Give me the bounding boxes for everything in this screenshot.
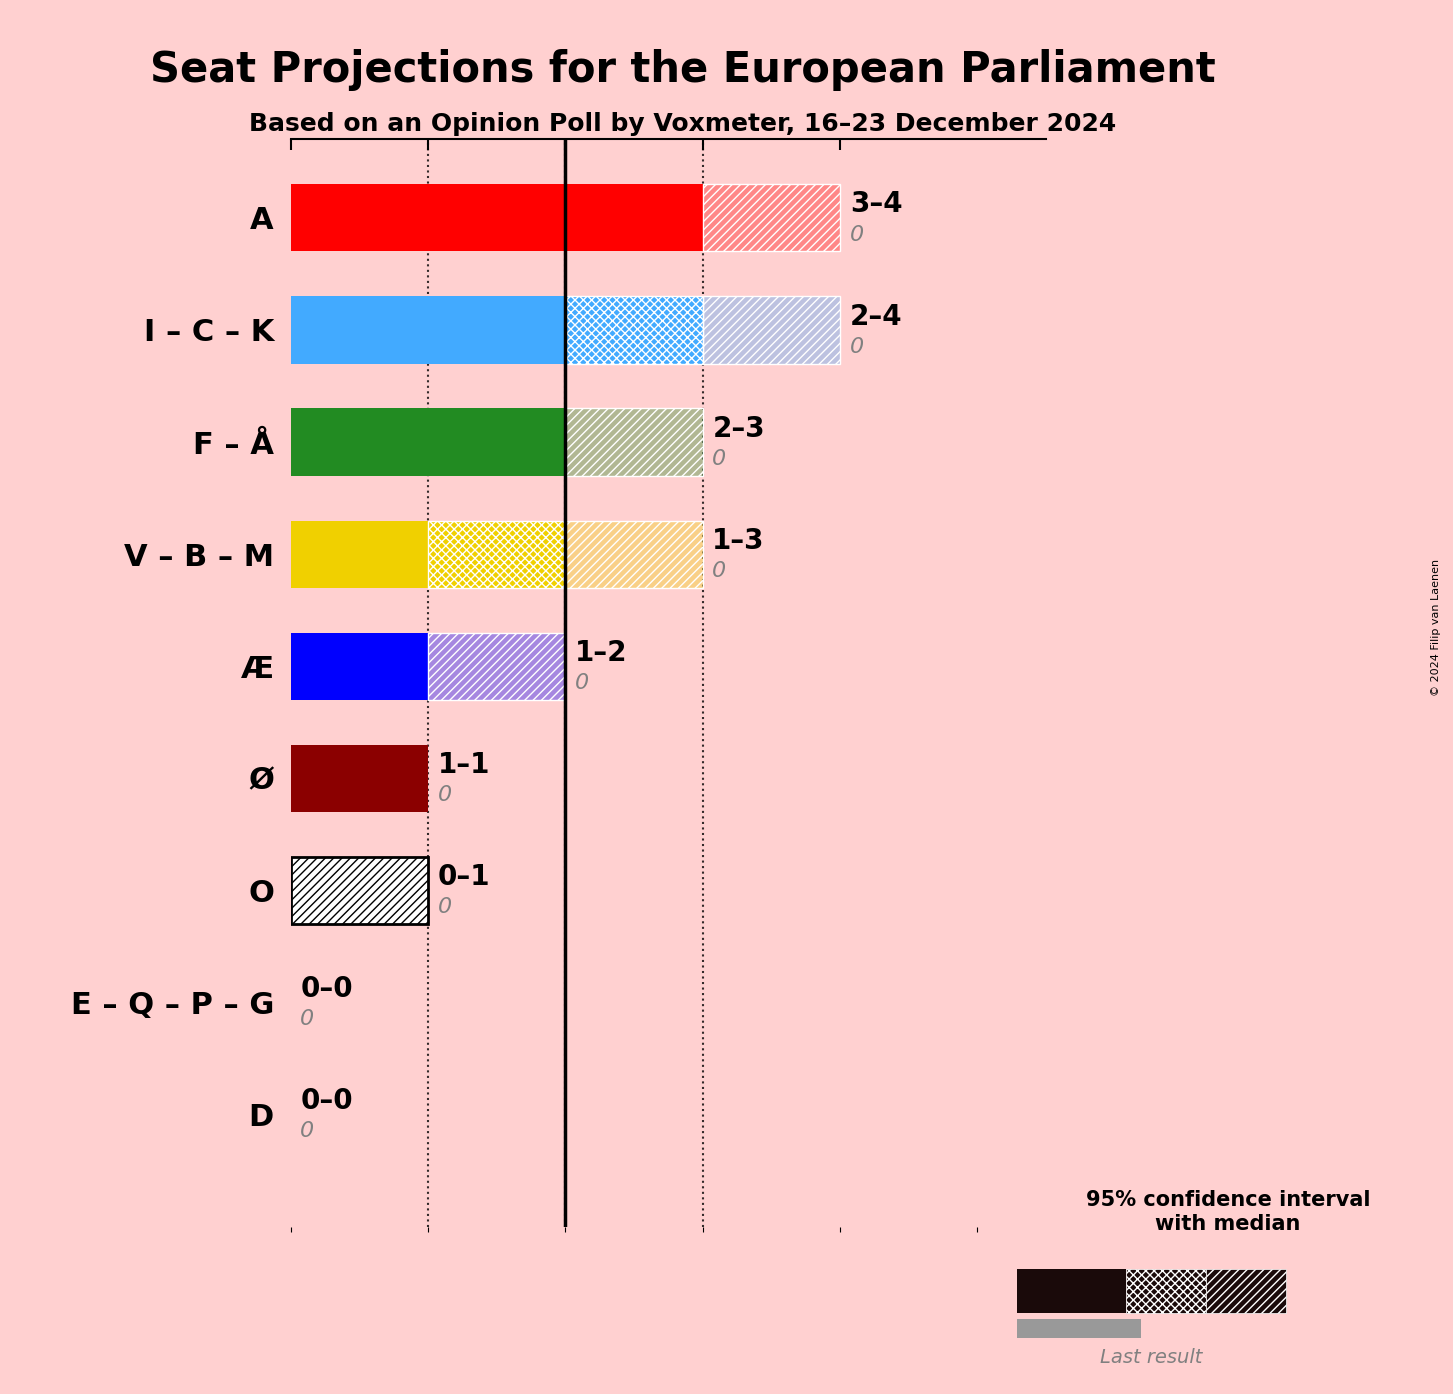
Bar <box>565 297 703 364</box>
Text: 95% confidence interval
with median: 95% confidence interval with median <box>1085 1190 1370 1234</box>
Bar <box>291 297 565 364</box>
Text: 0: 0 <box>437 785 452 806</box>
Bar <box>565 408 703 475</box>
Bar <box>291 633 429 700</box>
Text: Seat Projections for the European Parliament: Seat Projections for the European Parlia… <box>150 49 1216 91</box>
Bar <box>703 297 840 364</box>
Text: 0: 0 <box>301 1121 314 1142</box>
Text: 0: 0 <box>712 560 726 581</box>
Text: 3–4: 3–4 <box>850 191 902 219</box>
Bar <box>429 633 565 700</box>
Bar <box>291 520 429 588</box>
Text: 0: 0 <box>850 224 865 245</box>
Bar <box>703 297 840 364</box>
Text: 0: 0 <box>712 449 726 468</box>
Bar <box>429 520 565 588</box>
Text: 0–1: 0–1 <box>437 863 490 891</box>
Text: 1–3: 1–3 <box>712 527 764 555</box>
Text: 1–1: 1–1 <box>437 751 490 779</box>
Text: 0: 0 <box>301 1009 314 1029</box>
Bar <box>291 744 429 811</box>
Text: 0: 0 <box>575 673 588 693</box>
Bar <box>429 520 565 588</box>
Text: 1–2: 1–2 <box>575 638 628 666</box>
Bar <box>565 520 703 588</box>
Text: 0: 0 <box>437 898 452 917</box>
Text: 0–0: 0–0 <box>301 1087 353 1115</box>
Text: 2–3: 2–3 <box>712 414 764 443</box>
Text: Last result: Last result <box>1100 1348 1203 1368</box>
Bar <box>291 857 429 924</box>
Bar <box>565 408 703 475</box>
Bar <box>429 633 565 700</box>
Text: © 2024 Filip van Laenen: © 2024 Filip van Laenen <box>1431 559 1440 696</box>
Text: Based on an Opinion Poll by Voxmeter, 16–23 December 2024: Based on an Opinion Poll by Voxmeter, 16… <box>250 112 1116 135</box>
Bar <box>291 184 703 251</box>
Bar <box>291 408 565 475</box>
Text: 2–4: 2–4 <box>850 302 902 330</box>
Text: 0–0: 0–0 <box>301 974 353 1004</box>
Bar <box>703 184 840 251</box>
Bar <box>565 520 703 588</box>
Bar <box>565 297 703 364</box>
Bar <box>703 184 840 251</box>
Text: 0: 0 <box>850 337 865 357</box>
